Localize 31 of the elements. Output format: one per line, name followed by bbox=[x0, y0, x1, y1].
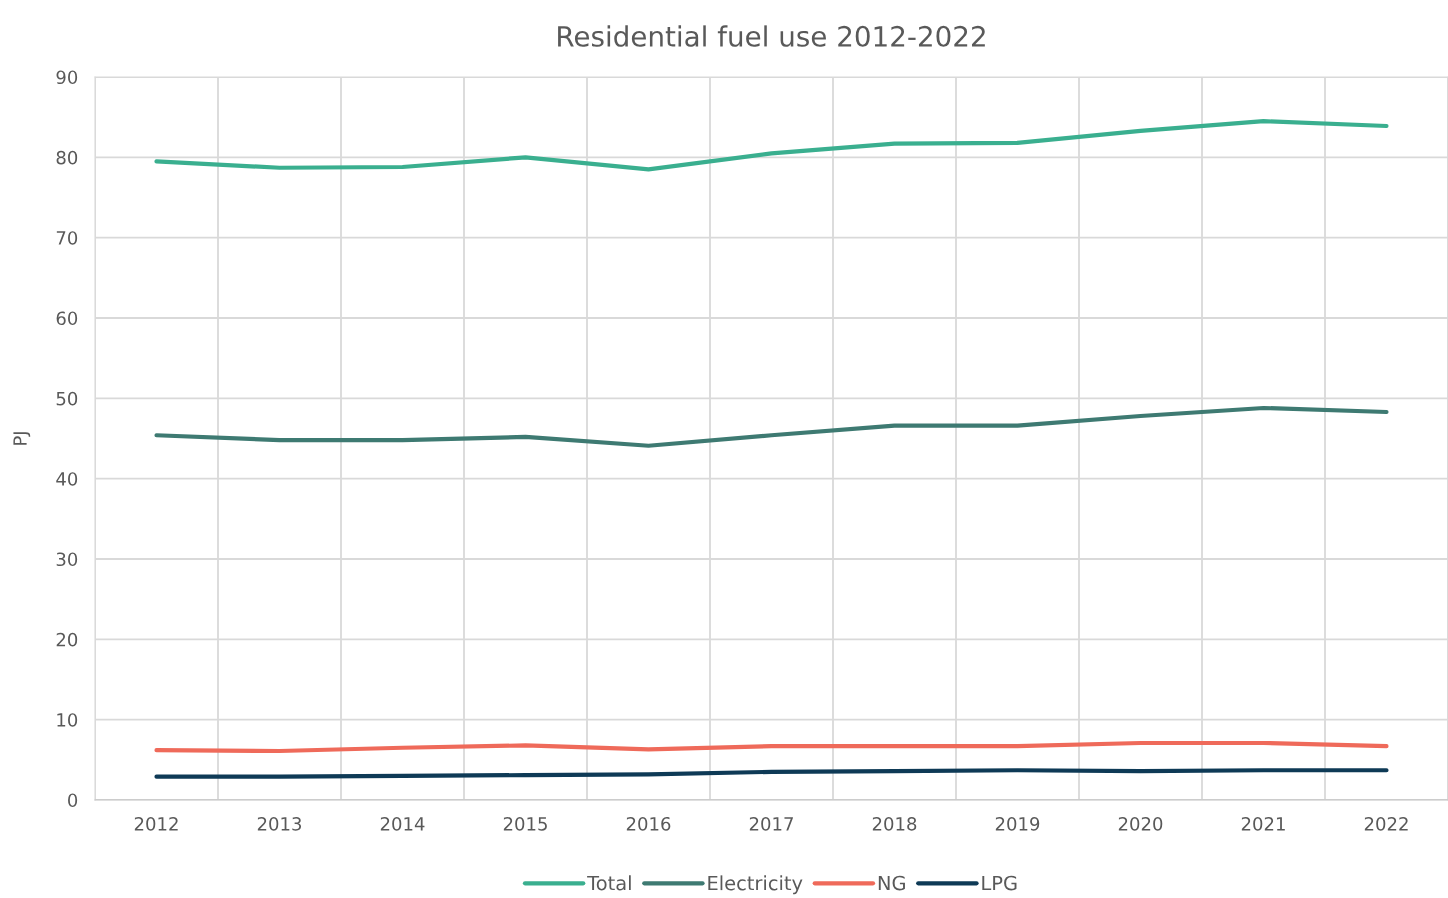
legend-label: NG bbox=[878, 875, 905, 891]
x-tick-label: 2014 bbox=[380, 816, 425, 831]
line-series bbox=[154, 740, 1389, 754]
chart-title: Residential fuel use 2012-2022 bbox=[558, 25, 985, 47]
x-tick-label: 2018 bbox=[872, 816, 917, 831]
y-tick-label: 0 bbox=[68, 793, 78, 808]
x-tick-label: 2022 bbox=[1364, 816, 1408, 831]
line-series bbox=[154, 119, 1389, 172]
x-tick-label: 2017 bbox=[749, 816, 793, 831]
x-tick-label: 2013 bbox=[257, 816, 302, 831]
y-tick-label: 40 bbox=[56, 472, 78, 486]
y-tick-label: 60 bbox=[56, 311, 78, 326]
x-tick-label: 2019 bbox=[995, 816, 1040, 831]
line-series bbox=[154, 768, 1389, 779]
y-tick-label: 20 bbox=[56, 632, 78, 647]
y-tick-label: 10 bbox=[57, 713, 78, 727]
x-tick-label: 2015 bbox=[503, 816, 547, 831]
x-tick-label: 2020 bbox=[1118, 816, 1163, 831]
x-tick-label: 2012 bbox=[134, 816, 178, 831]
legend-label: Total bbox=[587, 875, 631, 891]
y-tick-label: 70 bbox=[56, 231, 78, 245]
y-axis-title: PJ bbox=[13, 432, 31, 445]
legend-label: Electricity bbox=[708, 875, 803, 895]
y-tick-label: 50 bbox=[56, 391, 78, 406]
legend-label: LPG bbox=[982, 875, 1017, 891]
x-tick-label: 2016 bbox=[626, 816, 671, 831]
y-tick-label: 90 bbox=[56, 70, 78, 85]
y-tick-label: 80 bbox=[56, 150, 78, 165]
x-tick-label: 2021 bbox=[1241, 816, 1285, 831]
line-series bbox=[154, 405, 1389, 448]
y-tick-label: 30 bbox=[56, 552, 78, 567]
